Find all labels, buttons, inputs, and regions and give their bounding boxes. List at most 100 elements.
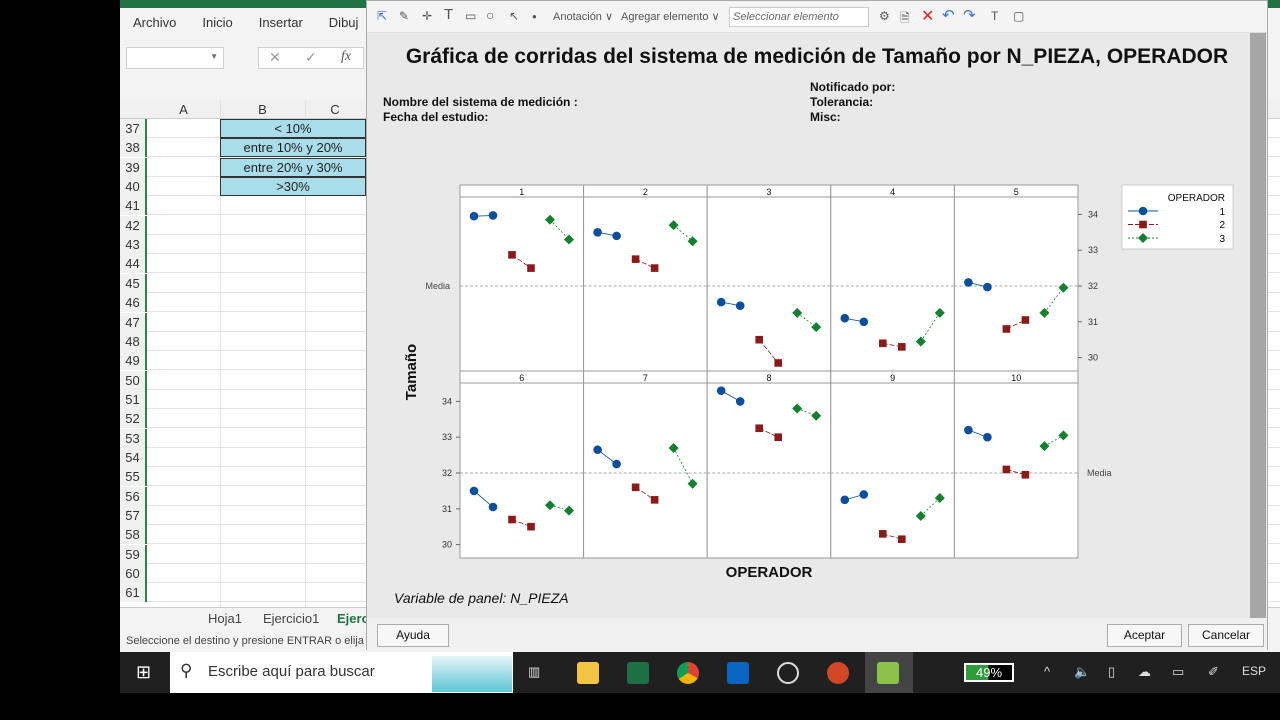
text-tool-icon[interactable]: T [444, 6, 454, 23]
taskbar-search[interactable]: ⚲ Escribe aquí para buscar [170, 652, 513, 693]
battery-indicator[interactable]: 49% [964, 663, 1014, 682]
line-arrow-icon[interactable]: ↖ [509, 9, 520, 23]
help-button[interactable]: Ayuda [377, 624, 449, 647]
column-header-b[interactable]: B [258, 102, 267, 117]
add-element-label: Agregar elemento [621, 11, 709, 23]
tab-dibujar[interactable]: Dibuj [328, 15, 359, 30]
row-header[interactable]: 56 [120, 486, 147, 506]
minitab-icon [877, 662, 899, 684]
taskbar: ⊞ ⚲ Escribe aquí para buscar ▥ 49% ^ 🔈 ▯… [120, 652, 1280, 693]
cell-b39[interactable]: entre 20% y 30% [220, 158, 366, 177]
ellipse-icon[interactable]: ○ [486, 7, 495, 23]
row-header[interactable]: 47 [120, 312, 147, 332]
file-explorer-icon[interactable] [577, 662, 599, 684]
add-element-menu[interactable]: Agregar elemento ∨ [621, 11, 720, 23]
sheet-tab-hoja1[interactable]: Hoja1 [208, 611, 242, 626]
sheet-tab-active[interactable]: Ejerc [337, 611, 366, 626]
column-gridline [220, 100, 221, 607]
row-header[interactable]: 49 [120, 351, 147, 371]
chevron-up-icon[interactable]: ^ [1044, 664, 1051, 679]
delete-icon[interactable]: ✕ [921, 8, 935, 25]
select-element-dropdown[interactable]: Seleccionar elemento [729, 7, 869, 27]
copy-icon[interactable]: ▢ [1013, 9, 1025, 23]
row-header[interactable]: 45 [120, 273, 147, 293]
undo-icon[interactable]: ↶ [942, 7, 955, 24]
status-text: Seleccione el destino y presione ENTRAR … [126, 635, 366, 647]
sheet-tab-ejercicio1[interactable]: Ejercicio1 [263, 611, 320, 626]
battery-icon[interactable]: ▭ [1172, 664, 1185, 679]
powerpoint-icon[interactable] [827, 662, 849, 684]
row-header[interactable]: 38 [120, 138, 147, 158]
outlook-icon[interactable] [727, 662, 749, 684]
tab-inicio[interactable]: Inicio [202, 15, 233, 30]
rectangle-icon[interactable]: ▭ [465, 9, 477, 23]
column-header-a[interactable]: A [179, 102, 188, 117]
row-header[interactable]: 43 [120, 235, 147, 255]
accept-button[interactable]: Aceptar [1107, 624, 1182, 647]
row-header[interactable]: 50 [120, 370, 147, 390]
format-icon[interactable]: ⚙ [879, 9, 890, 23]
search-highlight-image [432, 656, 512, 692]
dropdown-arrow-icon[interactable]: ▼ [210, 52, 218, 61]
fx-icon[interactable]: fx [341, 49, 352, 64]
row-header[interactable]: 55 [120, 467, 147, 487]
row-header[interactable]: 53 [120, 428, 147, 448]
tab-archivo[interactable]: Archivo [133, 15, 177, 30]
row-header[interactable]: 59 [120, 544, 147, 564]
column-gridline [305, 100, 306, 607]
task-view-icon[interactable]: ▥ [528, 664, 541, 679]
row-header[interactable]: 48 [120, 331, 147, 351]
cancel-button[interactable]: Cancelar [1188, 624, 1264, 647]
chart-title: Gráfica de corridas del sistema de medic… [405, 45, 1229, 68]
annotation-label: Anotación [553, 11, 602, 23]
row-header[interactable]: 58 [120, 525, 147, 545]
minitab-taskbar-button[interactable] [865, 652, 913, 693]
chrome-icon[interactable] [677, 662, 699, 684]
row-header[interactable]: 46 [120, 293, 147, 313]
select-arrow-icon[interactable]: ⇱ [377, 9, 388, 23]
windows-start-icon[interactable]: ⊞ [136, 662, 152, 682]
tab-insertar[interactable]: Insertar [258, 15, 303, 30]
check-icon[interactable]: ✓ [305, 49, 317, 65]
cloud-icon[interactable]: ☁ [1138, 664, 1151, 679]
brush-icon[interactable]: ✎ [399, 9, 410, 23]
obs-icon[interactable] [777, 662, 799, 684]
row-header[interactable]: 52 [120, 409, 147, 429]
cell-b38[interactable]: entre 10% y 20% [220, 138, 366, 157]
row-header[interactable]: 61 [120, 583, 147, 603]
cancel-icon[interactable]: ✕ [269, 49, 281, 65]
vertical-scrollbar[interactable] [1250, 33, 1266, 618]
formula-buttons: ✕ ✓ fx [258, 47, 364, 69]
row-header[interactable]: 41 [120, 196, 147, 216]
row-header[interactable]: 44 [120, 254, 147, 274]
row-header[interactable]: 40 [120, 177, 147, 197]
redo-icon[interactable]: ↷ [963, 7, 976, 24]
volume-icon[interactable]: 🔈 [1074, 664, 1091, 679]
row-header[interactable]: 39 [120, 157, 147, 177]
point-icon[interactable]: ● [532, 12, 537, 21]
row-header[interactable]: 54 [120, 447, 147, 467]
crosshair-icon[interactable]: ✛ [422, 9, 433, 23]
meta-reported-by: Notificado por: [810, 80, 896, 94]
column-header-c[interactable]: C [330, 102, 340, 117]
device-icon[interactable]: ▯ [1108, 664, 1116, 679]
pen-icon[interactable]: ✐ [1208, 664, 1219, 679]
annotation-menu[interactable]: Anotación ∨ [553, 11, 614, 23]
meta-study-date: Fecha del estudio: [383, 110, 489, 124]
cell-b37[interactable]: < 10% [220, 119, 366, 138]
ribbon-tabs: Archivo Inicio Insertar Dibuj [120, 8, 366, 38]
row-header[interactable]: 60 [120, 564, 147, 584]
row-header[interactable]: 51 [120, 389, 147, 409]
row-header[interactable]: 42 [120, 215, 147, 235]
graph-toolbar: ⇱ ✎ ✛ T ▭ ○ ↖ ● Anotación ∨ Agregar elem… [367, 1, 1267, 33]
excel-icon[interactable] [627, 662, 649, 684]
dialog-button-bar: Ayuda Aceptar Cancelar [367, 618, 1267, 651]
name-box[interactable]: ▼ [126, 47, 224, 69]
language-indicator[interactable]: ESP [1242, 664, 1267, 678]
row-header[interactable]: 57 [120, 506, 147, 525]
cell-b40[interactable]: >30% [220, 177, 366, 196]
text-format-icon[interactable]: T [991, 9, 999, 23]
row-header[interactable]: 37 [120, 119, 147, 138]
graph-dialog: ⇱ ✎ ✛ T ▭ ○ ↖ ● Anotación ∨ Agregar elem… [366, 0, 1268, 651]
document-icon[interactable]: 🗎 [900, 11, 910, 25]
